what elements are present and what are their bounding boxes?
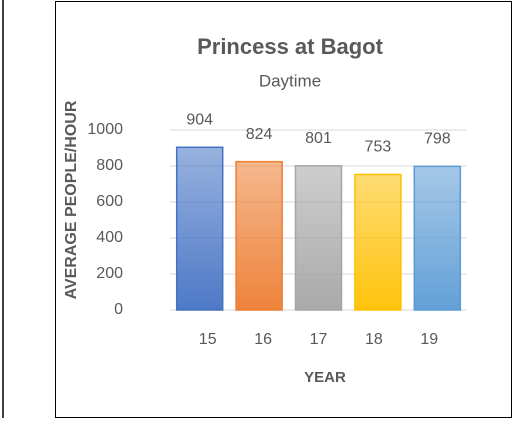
chart-subtitle: Daytime [259, 71, 321, 90]
x-tick-label: 19 [420, 331, 438, 348]
x-axis-title: YEAR [304, 369, 346, 386]
bar [354, 173, 402, 311]
y-tick-label: 0 [114, 301, 123, 318]
y-tick-label: 800 [96, 157, 123, 174]
chart-title: Princess at Bagot [197, 34, 384, 59]
y-axis-title: AVERAGE PEOPLE/HOUR [63, 100, 80, 299]
y-tick-label: 400 [96, 229, 123, 246]
bar [413, 165, 462, 311]
x-tick-label: 16 [254, 331, 272, 348]
x-tick-label: 18 [365, 331, 383, 348]
bar [175, 146, 224, 311]
data-label: 753 [365, 139, 392, 156]
x-tick-label: 17 [310, 331, 328, 348]
data-label: 824 [246, 126, 273, 143]
y-tick-label: 1000 [87, 121, 123, 138]
data-label: 798 [424, 131, 451, 148]
y-tick-label: 600 [96, 193, 123, 210]
bar [294, 165, 343, 311]
y-tick-label: 200 [96, 265, 123, 282]
data-label: 801 [305, 130, 332, 147]
x-tick-label: 15 [199, 331, 217, 348]
data-label: 904 [186, 111, 213, 128]
bar [235, 160, 283, 311]
